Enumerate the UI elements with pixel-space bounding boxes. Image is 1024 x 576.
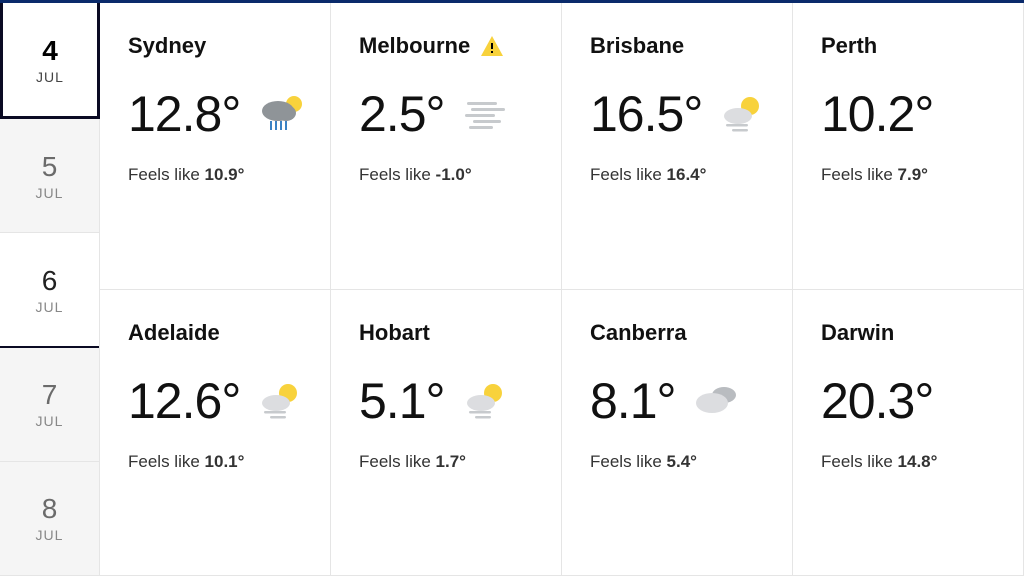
temperature: 2.5° — [359, 85, 445, 143]
city-card[interactable]: Adelaide 12.6° Feels like 10.1° — [100, 290, 331, 576]
date-day: 7 — [42, 379, 58, 411]
sun-haze-icon — [461, 381, 515, 421]
city-name: Adelaide — [128, 320, 220, 346]
city-grid: Sydney 12.8° Feels like 10.9° — [100, 3, 1024, 576]
warning-icon — [480, 35, 504, 57]
city-card[interactable]: Canberra 8.1° Feels like 5.4° — [562, 290, 793, 576]
city-card[interactable]: Perth 10.2° Feels like 7.9° — [793, 3, 1024, 290]
date-cell[interactable]: 8 JUL — [0, 462, 100, 576]
sun-haze-icon — [718, 94, 772, 134]
feels-like: Feels like 10.9° — [128, 165, 330, 185]
date-day: 8 — [42, 493, 58, 525]
city-card[interactable]: Brisbane 16.5° Feels like 16.4° — [562, 3, 793, 290]
sun-haze-icon — [256, 381, 310, 421]
temperature: 12.8° — [128, 85, 240, 143]
date-cell[interactable]: 7 JUL — [0, 348, 100, 462]
city-name: Hobart — [359, 320, 430, 346]
rain-sun-icon — [256, 94, 310, 134]
temperature: 10.2° — [821, 85, 933, 143]
date-month: JUL — [36, 69, 64, 85]
city-card[interactable]: Sydney 12.8° Feels like 10.9° — [100, 3, 331, 290]
city-name: Canberra — [590, 320, 687, 346]
city-name: Sydney — [128, 33, 206, 59]
city-name: Perth — [821, 33, 877, 59]
feels-like: Feels like 14.8° — [821, 452, 1023, 472]
temperature: 20.3° — [821, 372, 933, 430]
temperature: 5.1° — [359, 372, 445, 430]
feels-like: Feels like 5.4° — [590, 452, 792, 472]
date-day: 4 — [42, 35, 58, 67]
city-name: Melbourne — [359, 33, 470, 59]
city-name: Darwin — [821, 320, 894, 346]
weather-dashboard: 4 JUL 5 JUL 6 JUL 7 JUL 8 JUL Sydney 12.… — [0, 0, 1024, 576]
date-month: JUL — [36, 185, 64, 201]
city-name: Brisbane — [590, 33, 684, 59]
feels-like: Feels like 10.1° — [128, 452, 330, 472]
temperature: 8.1° — [590, 372, 676, 430]
date-month: JUL — [36, 527, 64, 543]
date-cell-selected[interactable]: 4 JUL — [0, 3, 100, 119]
date-cell[interactable]: 5 JUL — [0, 119, 100, 233]
feels-like: Feels like 7.9° — [821, 165, 1023, 185]
city-card[interactable]: Melbourne 2.5° — [331, 3, 562, 290]
overcast-icon — [692, 381, 746, 421]
temperature: 12.6° — [128, 372, 240, 430]
date-month: JUL — [36, 413, 64, 429]
feels-like: Feels like 1.7° — [359, 452, 561, 472]
date-day: 6 — [42, 265, 58, 297]
date-cell[interactable]: 6 JUL — [0, 233, 100, 347]
temperature: 16.5° — [590, 85, 702, 143]
date-rail: 4 JUL 5 JUL 6 JUL 7 JUL 8 JUL — [0, 3, 100, 576]
city-card[interactable]: Darwin 20.3° Feels like 14.8° — [793, 290, 1024, 576]
date-month: JUL — [36, 299, 64, 315]
city-card[interactable]: Hobart 5.1° Feels like 1.7° — [331, 290, 562, 576]
fog-icon — [461, 94, 515, 134]
feels-like: Feels like 16.4° — [590, 165, 792, 185]
date-day: 5 — [42, 151, 58, 183]
feels-like: Feels like -1.0° — [359, 165, 561, 185]
